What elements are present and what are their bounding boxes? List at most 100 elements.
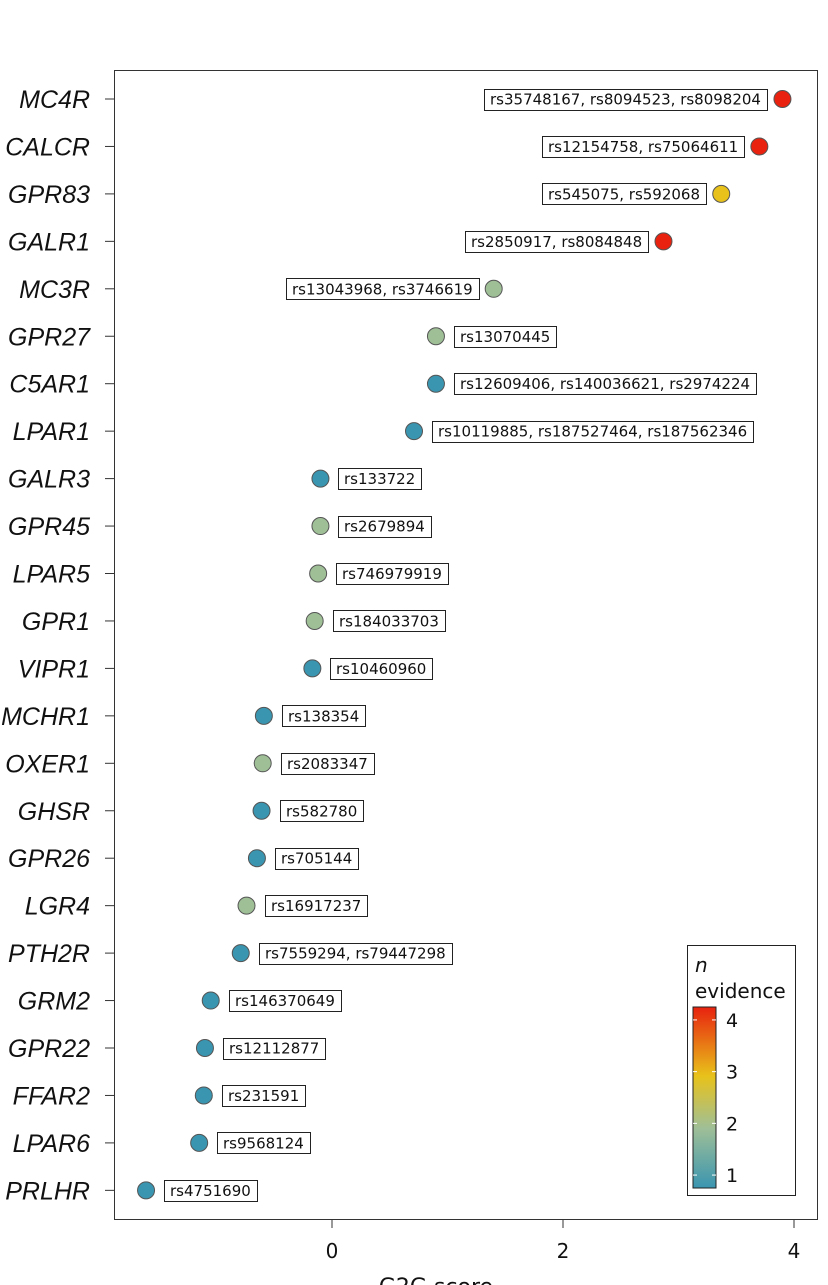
snp-label-ffar2: rs231591	[222, 1085, 306, 1107]
snp-label-box	[282, 705, 366, 727]
legend-title-n: n	[695, 953, 708, 977]
snp-label-gpr1: rs184033703	[333, 610, 446, 632]
gene-label: LPAR1	[13, 418, 90, 446]
snp-label-gpr27: rs13070445	[454, 326, 557, 348]
snp-label-gpr45: rs2679894	[338, 516, 432, 538]
gene-label: GHSR	[18, 798, 90, 826]
snp-label-gpr26: rs705144	[275, 848, 359, 870]
gene-label: VIPR1	[18, 655, 90, 683]
snp-label-pth2r: rs7559294, rs79447298	[259, 943, 453, 965]
snp-label-text: rs4751690	[170, 1182, 251, 1200]
point-gpr45	[311, 517, 330, 536]
snp-label-box	[484, 89, 768, 111]
snp-label-text: rs582780	[286, 802, 357, 820]
snp-label-box	[336, 563, 449, 585]
plot-frame	[114, 70, 818, 1220]
snp-label-box	[259, 943, 453, 965]
snp-label-text: rs12112877	[229, 1040, 319, 1058]
snp-label-text: rs16917237	[271, 897, 361, 915]
point-pth2r	[231, 944, 250, 963]
y-axis: MC4R CALCR GPR83 GALR1 MC3R GPR27 C5AR1 LPAR1 GA…	[1, 86, 115, 1205]
snp-label-text: rs12609406, rs140036621, rs2974224	[460, 375, 750, 393]
snp-label-text: rs133722	[344, 470, 415, 488]
gene-label: C5AR1	[9, 371, 90, 399]
gene-label: FFAR2	[13, 1082, 90, 1110]
point-ffar2	[194, 1086, 213, 1105]
point-vipr1	[303, 659, 322, 678]
snp-label-text: rs9568124	[223, 1134, 304, 1152]
snp-label-gpr22: rs12112877	[223, 1038, 326, 1060]
snp-label-text: rs2679894	[344, 518, 425, 536]
legend: n evidence 1 2 3 4	[687, 945, 796, 1196]
snp-label-galr3: rs133722	[338, 468, 422, 490]
point-gpr27	[426, 327, 445, 346]
point-grm2	[201, 991, 220, 1010]
point-mc4r	[773, 90, 792, 108]
snp-label-text: rs10119885, rs187527464, rs187562346	[438, 423, 747, 441]
snp-label-box	[222, 1085, 306, 1107]
point-lpar5	[309, 564, 328, 583]
x-axis: 0 2 4 G2G score	[326, 1219, 800, 1285]
gene-label: MC3R	[19, 276, 90, 304]
snp-label-box	[338, 516, 432, 538]
legend-tick-label: 1	[726, 1165, 738, 1187]
snp-label-text: rs35748167, rs8094523, rs8098204	[490, 91, 761, 109]
snp-label-box	[465, 231, 649, 253]
snp-label-text: rs7559294, rs79447298	[265, 945, 446, 963]
gene-label: GPR45	[8, 513, 90, 541]
point-lgr4	[237, 896, 256, 915]
snp-label-text: rs13070445	[460, 328, 550, 346]
snp-label-box	[217, 1132, 311, 1154]
snp-label-oxer1: rs2083347	[281, 753, 375, 775]
x-tick-label: 2	[557, 1239, 570, 1263]
gene-label: LGR4	[25, 893, 90, 921]
snp-label-lpar5: rs746979919	[336, 563, 449, 585]
point-mchr1	[254, 706, 273, 725]
point-gpr26	[247, 849, 266, 868]
gene-label: PRLHR	[5, 1177, 90, 1205]
gene-label: MCHR1	[1, 703, 90, 731]
snp-label-text: rs231591	[228, 1087, 299, 1105]
snp-label-gpr83: rs545075, rs592068	[542, 183, 707, 205]
snp-label-box	[432, 421, 754, 443]
snp-label-c5ar1: rs12609406, rs140036621, rs2974224	[454, 373, 757, 395]
x-tick-label: 0	[326, 1239, 339, 1263]
snp-label-box	[275, 848, 359, 870]
snp-label-box	[229, 990, 342, 1012]
snp-label-text: rs10460960	[336, 660, 426, 678]
point-c5ar1	[426, 374, 445, 393]
snp-label-text: rs2083347	[287, 755, 368, 773]
point-galr1	[654, 232, 673, 251]
gene-label: PTH2R	[8, 940, 90, 968]
legend-colorbar	[692, 1006, 717, 1189]
snp-label-box	[330, 658, 433, 680]
snp-label-prlhr: rs4751690	[164, 1180, 258, 1202]
gene-label: MC4R	[19, 86, 90, 114]
snp-label-text: rs746979919	[342, 565, 442, 583]
legend-tick-label: 4	[726, 1010, 738, 1032]
snp-label-box	[223, 1038, 326, 1060]
gene-label: LPAR5	[13, 561, 90, 589]
snp-label-text: rs545075, rs592068	[548, 185, 700, 203]
snp-label-text: rs138354	[288, 707, 359, 725]
x-axis-label: G2G score	[379, 1275, 493, 1285]
snp-label-text: rs12154758, rs75064611	[548, 138, 738, 156]
legend-tick-label: 3	[726, 1062, 738, 1084]
point-calcr	[750, 137, 769, 156]
data-points: rs35748167, rs8094523, rs8098204 rs121547…	[137, 89, 792, 1202]
gene-label: GRM2	[18, 988, 90, 1016]
gene-label: CALCR	[5, 133, 90, 161]
snp-label-vipr1: rs10460960	[330, 658, 433, 680]
snp-label-box	[454, 326, 557, 348]
snp-label-grm2: rs146370649	[229, 990, 342, 1012]
legend-title-evidence: evidence	[695, 979, 786, 1003]
snp-label-box	[280, 800, 364, 822]
snp-label-box	[333, 610, 446, 632]
point-prlhr	[137, 1181, 156, 1200]
snp-label-galr1: rs2850917, rs8084848	[465, 231, 649, 253]
snp-label-text: rs705144	[281, 850, 352, 868]
snp-label-box	[281, 753, 375, 775]
gene-label: GPR22	[8, 1035, 90, 1063]
snp-label-text: rs13043968, rs3746619	[292, 280, 473, 298]
